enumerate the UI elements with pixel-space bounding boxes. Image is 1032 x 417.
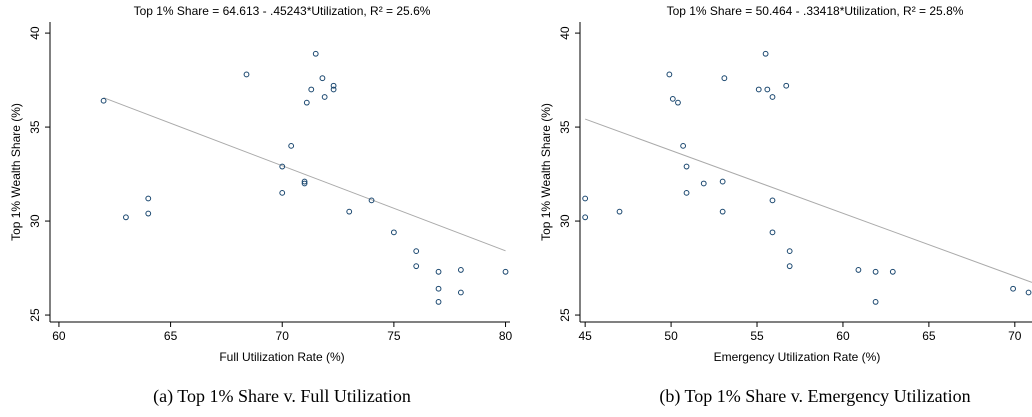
y-tick-label: 40: [558, 26, 572, 40]
point: [786, 263, 793, 270]
point: [435, 268, 442, 275]
point: [346, 208, 353, 215]
point: [368, 197, 375, 204]
point: [855, 267, 862, 273]
x-tick-label: 45: [578, 329, 592, 343]
x-axis-label: Full Utilization Rate (%): [219, 350, 344, 364]
point: [683, 163, 690, 170]
x-axis-label: Emergency Utilization Rate (%): [714, 350, 881, 364]
caption: (b) Top 1% Share v. Emergency Utilizatio…: [659, 386, 970, 407]
y-tick-label: 30: [558, 214, 572, 228]
point: [872, 298, 879, 305]
panel: Top 1% Share = 64.613 - .45243*Utilizati…: [9, 4, 512, 407]
x-tick-label: 75: [387, 329, 401, 343]
point: [755, 86, 762, 93]
point: [719, 208, 726, 215]
point: [413, 263, 420, 270]
point: [145, 210, 152, 217]
point: [616, 208, 623, 215]
point: [301, 178, 308, 185]
point: [243, 71, 250, 78]
point: [769, 197, 776, 204]
point: [700, 180, 707, 187]
point: [783, 82, 790, 89]
point: [1010, 285, 1016, 292]
point: [680, 142, 687, 149]
y-axis-label: Top 1% Wealth Share (%): [539, 103, 553, 241]
point: [719, 178, 726, 185]
point: [675, 99, 681, 106]
point: [582, 195, 589, 202]
point: [301, 180, 308, 187]
point: [279, 189, 286, 196]
point: [872, 268, 879, 275]
x-tick-label: 50: [664, 329, 678, 343]
point: [1025, 289, 1032, 296]
point: [435, 298, 442, 305]
point: [330, 82, 337, 89]
point: [319, 75, 326, 82]
point: [303, 99, 310, 106]
point: [279, 163, 286, 170]
x-tick-label: 65: [922, 329, 936, 343]
y-tick-label: 40: [28, 26, 42, 40]
x-tick-label: 70: [276, 329, 290, 343]
caption: (a) Top 1% Share v. Full Utilization: [153, 386, 411, 407]
y-tick-label: 25: [558, 308, 572, 322]
point: [330, 86, 337, 93]
point: [786, 248, 793, 255]
point: [145, 195, 152, 202]
point: [666, 71, 673, 78]
point: [390, 229, 397, 236]
chart-title: Top 1% Share = 50.464 - .33418*Utilizati…: [667, 4, 964, 18]
point: [669, 95, 676, 102]
point: [123, 214, 129, 221]
point: [321, 94, 328, 100]
x-tick-label: 55: [750, 329, 764, 343]
point: [502, 268, 509, 275]
point: [457, 267, 464, 273]
point: [308, 86, 315, 93]
point: [683, 189, 690, 196]
point: [721, 75, 728, 82]
point: [100, 97, 107, 104]
point: [457, 289, 464, 296]
y-axis-label: Top 1% Wealth Share (%): [9, 103, 23, 241]
x-tick-label: 60: [836, 329, 850, 343]
point: [769, 229, 776, 236]
chart-title: Top 1% Share = 64.613 - .45243*Utilizati…: [134, 4, 431, 18]
point: [288, 142, 295, 149]
point: [435, 285, 442, 292]
y-tick-label: 30: [28, 214, 42, 228]
x-tick-label: 60: [52, 329, 66, 343]
point: [312, 50, 319, 57]
point: [582, 214, 589, 221]
y-tick-label: 35: [558, 120, 572, 134]
point: [413, 248, 420, 255]
point: [769, 94, 776, 100]
point: [764, 86, 771, 93]
panel: Top 1% Share = 50.464 - .33418*Utilizati…: [539, 4, 1032, 407]
x-tick-label: 70: [1008, 329, 1022, 343]
fit-line: [584, 118, 1032, 283]
point: [889, 268, 896, 275]
y-tick-label: 25: [28, 308, 42, 322]
x-tick-label: 65: [164, 329, 178, 343]
point: [762, 50, 769, 57]
y-tick-label: 35: [28, 120, 42, 134]
x-tick-label: 80: [499, 329, 513, 343]
fit-line: [103, 97, 506, 252]
